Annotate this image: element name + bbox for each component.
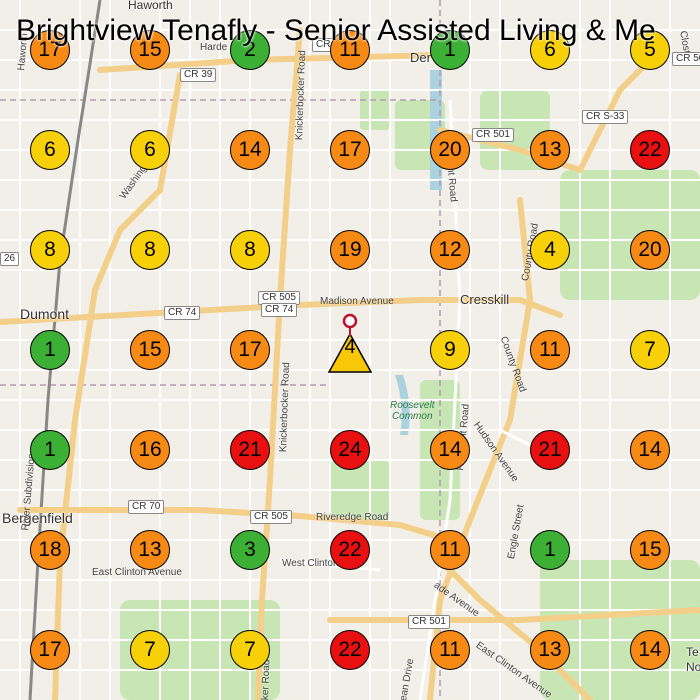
place-label-haworth: Haworth [128, 0, 173, 12]
place-label-tenafly-partial-1: Te [686, 645, 699, 659]
rank-pin[interactable]: 8 [230, 230, 270, 270]
rank-pin[interactable]: 1 [430, 30, 470, 70]
rank-pin[interactable]: 13 [130, 530, 170, 570]
rank-pin[interactable]: 21 [530, 430, 570, 470]
rank-pin[interactable]: 22 [630, 130, 670, 170]
rank-pin[interactable]: 15 [130, 30, 170, 70]
rank-pin[interactable]: 5 [630, 30, 670, 70]
shield-cr39: CR 39 [180, 68, 217, 82]
rank-pin[interactable]: 8 [30, 230, 70, 270]
shield-cr74-a: CR 74 [261, 303, 298, 317]
road-label-east-clinton-avenue-1: East Clinton Avenue [92, 567, 182, 578]
rank-pin[interactable]: 13 [530, 630, 570, 670]
rank-pin[interactable]: 14 [630, 430, 670, 470]
place-label-bergenfield: Bergenfield [2, 510, 73, 526]
rank-pin[interactable]: 2 [230, 30, 270, 70]
rank-pin[interactable]: 4 [530, 230, 570, 270]
place-label-tenafly-partial-2: No [686, 660, 700, 674]
rank-pin[interactable]: 16 [130, 430, 170, 470]
triangle-icon [328, 332, 372, 373]
rank-pin[interactable]: 6 [30, 130, 70, 170]
rank-pin[interactable]: 21 [230, 430, 270, 470]
rank-pin[interactable]: 7 [230, 630, 270, 670]
shield-cr74-b: CR 74 [164, 306, 201, 320]
map-title: Brightview Tenafly - Senior Assisted Liv… [16, 14, 656, 47]
rank-pin[interactable]: 7 [630, 330, 670, 370]
rank-pin[interactable]: 8 [130, 230, 170, 270]
rank-pin[interactable]: 9 [430, 330, 470, 370]
rank-pin[interactable]: 1 [30, 330, 70, 370]
shield-cr50-partial-2: CR 50 [672, 52, 700, 66]
park-label-roosevelt-common: Roosevelt Common [390, 400, 435, 422]
rank-pin[interactable]: 17 [30, 630, 70, 670]
rank-pin[interactable]: 20 [630, 230, 670, 270]
rank-pin[interactable]: 3 [230, 530, 270, 570]
rank-pin[interactable]: 7 [130, 630, 170, 670]
rank-pin[interactable]: 11 [330, 30, 370, 70]
business-location-icon[interactable] [328, 312, 372, 374]
rank-pin[interactable]: 6 [530, 30, 570, 70]
rank-pin[interactable]: 22 [330, 530, 370, 570]
rank-pin[interactable]: 11 [430, 530, 470, 570]
rank-pin[interactable]: 6 [130, 130, 170, 170]
rank-pin[interactable]: 13 [530, 130, 570, 170]
rank-pin[interactable]: 20 [430, 130, 470, 170]
rank-pin[interactable]: 22 [330, 630, 370, 670]
rank-pin[interactable]: 17 [30, 30, 70, 70]
rank-pin[interactable]: 24 [330, 430, 370, 470]
rank-pin[interactable]: 17 [230, 330, 270, 370]
rank-pin[interactable]: 14 [430, 430, 470, 470]
place-label-cresskill: Cresskill [460, 292, 510, 307]
business-rank-label: 4 [344, 336, 356, 358]
rank-pin[interactable]: 19 [330, 230, 370, 270]
shield-cr505-b: CR 505 [250, 510, 292, 524]
place-label-dumont: Dumont [20, 306, 70, 322]
rank-pin[interactable]: 18 [30, 530, 70, 570]
rank-pin[interactable]: 15 [130, 330, 170, 370]
shield-cr501-south: CR 501 [408, 615, 450, 629]
rank-pin[interactable]: 15 [630, 530, 670, 570]
rank-pin[interactable]: 12 [430, 230, 470, 270]
rank-pin[interactable]: 11 [430, 630, 470, 670]
shield-cr70: CR 70 [128, 500, 165, 514]
shield-crs33: CR S-33 [582, 110, 629, 124]
shield-cr26-partial: 26 [0, 252, 20, 266]
rank-pin[interactable]: 14 [230, 130, 270, 170]
location-pin-icon [342, 313, 358, 329]
road-label-riveredge-road: Riveredge Road [316, 512, 389, 523]
road-label-harden: Harde [200, 42, 228, 53]
rank-pin[interactable]: 1 [530, 530, 570, 570]
rank-pin[interactable]: 17 [330, 130, 370, 170]
road-label-madison-avenue: Madison Avenue [320, 296, 394, 307]
shield-cr501-north: CR 501 [472, 128, 514, 142]
rank-pin[interactable]: 1 [30, 430, 70, 470]
road-label-west-clinton: West Clinton [282, 558, 339, 569]
rank-pin[interactable]: 11 [530, 330, 570, 370]
place-label-demarest: Der [410, 50, 431, 65]
rank-pin[interactable]: 14 [630, 630, 670, 670]
